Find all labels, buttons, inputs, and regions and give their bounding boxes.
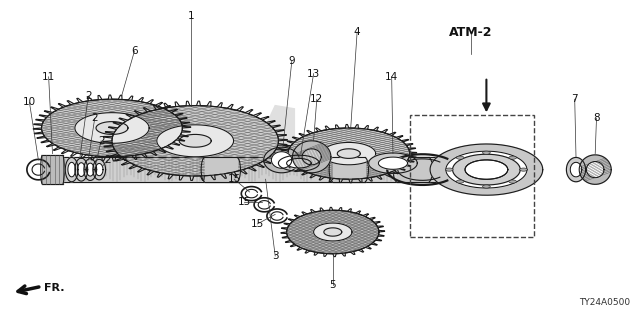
Polygon shape (68, 162, 76, 177)
Ellipse shape (445, 168, 453, 171)
Text: 15: 15 (228, 174, 241, 184)
Polygon shape (292, 141, 331, 173)
Text: 9: 9 (289, 56, 295, 66)
Ellipse shape (509, 156, 516, 159)
Text: FR.: FR. (44, 283, 64, 293)
Text: 13: 13 (307, 68, 320, 79)
Polygon shape (84, 159, 97, 180)
Polygon shape (264, 147, 300, 173)
Polygon shape (86, 163, 94, 176)
Text: 2: 2 (85, 91, 92, 101)
Text: 1: 1 (188, 11, 194, 21)
Polygon shape (240, 106, 294, 176)
Polygon shape (288, 128, 410, 179)
Polygon shape (570, 162, 582, 177)
Polygon shape (96, 122, 128, 134)
Text: 5: 5 (330, 280, 336, 290)
Text: 6: 6 (131, 46, 138, 56)
Text: TY24A0500: TY24A0500 (579, 298, 630, 307)
Text: 14: 14 (385, 72, 398, 82)
Polygon shape (337, 149, 360, 158)
Ellipse shape (456, 180, 464, 183)
Polygon shape (378, 157, 408, 169)
Text: 3: 3 (272, 251, 278, 261)
Polygon shape (179, 134, 211, 147)
Polygon shape (430, 144, 543, 195)
Ellipse shape (483, 151, 490, 154)
Ellipse shape (456, 156, 464, 159)
Ellipse shape (483, 185, 490, 188)
Polygon shape (579, 155, 611, 184)
Text: 4: 4 (354, 27, 360, 37)
Text: 2: 2 (104, 155, 111, 165)
Polygon shape (77, 163, 85, 177)
Text: 2: 2 (92, 113, 98, 124)
Text: 15: 15 (238, 196, 251, 207)
Polygon shape (452, 154, 520, 185)
Text: 7: 7 (572, 94, 578, 104)
Polygon shape (302, 149, 321, 165)
Text: 8: 8 (593, 113, 600, 124)
Text: 15: 15 (251, 219, 264, 229)
Polygon shape (287, 158, 311, 168)
Polygon shape (75, 158, 88, 181)
Polygon shape (95, 164, 103, 176)
Polygon shape (369, 153, 417, 173)
Polygon shape (278, 155, 319, 171)
Polygon shape (586, 162, 604, 178)
Polygon shape (93, 159, 106, 180)
Text: 11: 11 (42, 72, 55, 82)
Polygon shape (112, 106, 278, 176)
Text: 2: 2 (98, 136, 104, 146)
Polygon shape (75, 113, 149, 143)
Text: 12: 12 (310, 94, 323, 104)
Polygon shape (465, 160, 508, 179)
Polygon shape (324, 228, 342, 236)
Polygon shape (446, 151, 527, 188)
Polygon shape (566, 157, 586, 182)
Polygon shape (65, 157, 78, 182)
Polygon shape (465, 160, 508, 179)
Ellipse shape (509, 180, 516, 183)
Polygon shape (271, 152, 292, 168)
Text: ATM-2: ATM-2 (449, 26, 493, 38)
Polygon shape (42, 99, 182, 157)
Ellipse shape (520, 168, 527, 171)
Text: 10: 10 (23, 97, 36, 108)
Polygon shape (157, 125, 234, 157)
Polygon shape (314, 223, 352, 241)
Polygon shape (322, 142, 376, 165)
Polygon shape (287, 210, 379, 254)
